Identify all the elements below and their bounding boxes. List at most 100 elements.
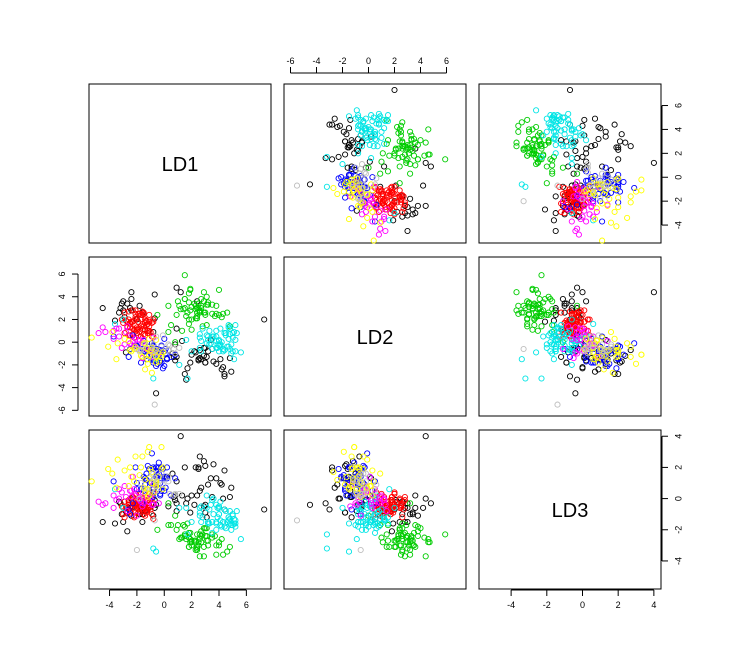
- data-point: [371, 213, 379, 220]
- data-point: [414, 202, 421, 209]
- data-point: [565, 323, 572, 330]
- data-point: [565, 116, 572, 123]
- data-point: [173, 325, 180, 332]
- data-point: [375, 121, 382, 128]
- data-point: [586, 190, 593, 198]
- axis-tick-label: -6: [286, 56, 294, 66]
- data-point: [137, 506, 145, 513]
- data-point: [95, 330, 102, 337]
- data-point: [378, 520, 385, 527]
- data-point: [326, 121, 333, 128]
- data-point: [572, 184, 579, 192]
- data-point: [386, 543, 393, 550]
- data-point: [559, 295, 566, 303]
- data-point: [607, 341, 615, 348]
- data-point: [375, 208, 382, 215]
- data-point: [196, 344, 203, 351]
- data-point: [124, 300, 131, 307]
- data-point: [99, 324, 106, 331]
- data-point: [568, 310, 575, 317]
- data-point: [524, 315, 531, 322]
- data-point: [379, 190, 386, 198]
- data-point: [378, 158, 385, 165]
- data-point: [111, 486, 119, 493]
- data-point: [590, 190, 597, 198]
- data-point: [425, 126, 432, 133]
- data-point: [323, 153, 330, 160]
- data-point: [137, 316, 145, 323]
- data-point: [588, 333, 595, 340]
- data-point: [520, 198, 527, 205]
- data-point: [412, 504, 419, 511]
- data-point: [168, 522, 175, 529]
- diagonal-label-ld2: LD2: [357, 327, 394, 349]
- data-point: [399, 548, 406, 555]
- data-point: [362, 134, 369, 141]
- data-point: [335, 495, 342, 502]
- data-point: [132, 464, 139, 471]
- data-point: [213, 302, 220, 309]
- data-point: [358, 526, 366, 533]
- data-point: [173, 500, 180, 507]
- data-point: [158, 470, 165, 477]
- axis-tick-label: -2: [133, 600, 141, 610]
- data-point: [650, 159, 657, 166]
- data-point: [215, 286, 223, 293]
- data-point: [144, 327, 151, 334]
- data-point: [157, 490, 164, 497]
- data-point: [381, 216, 388, 223]
- data-point: [399, 520, 406, 527]
- data-point: [343, 473, 350, 480]
- data-point: [370, 522, 377, 529]
- data-point: [599, 200, 606, 207]
- data-point: [202, 311, 209, 318]
- data-point: [209, 497, 216, 504]
- data-point: [199, 514, 206, 521]
- data-point: [139, 518, 146, 526]
- data-point: [144, 493, 151, 501]
- data-point: [515, 122, 522, 129]
- data-point: [425, 536, 432, 543]
- data-point: [442, 531, 449, 538]
- data-point: [196, 536, 203, 543]
- data-point: [615, 204, 622, 211]
- data-point: [172, 357, 179, 364]
- data-point: [209, 301, 216, 308]
- data-point: [570, 310, 577, 317]
- data-point: [128, 289, 135, 296]
- data-point: [233, 508, 240, 515]
- data-point: [426, 539, 433, 546]
- data-point: [410, 529, 418, 536]
- data-point: [128, 295, 135, 303]
- data-point: [109, 328, 116, 336]
- data-point: [394, 123, 401, 131]
- data-point: [202, 532, 209, 540]
- data-point: [540, 307, 547, 314]
- data-point: [144, 360, 151, 367]
- data-point: [599, 170, 606, 177]
- axis-tick-label: 6: [244, 600, 249, 610]
- data-point: [136, 495, 143, 502]
- data-point: [577, 325, 584, 332]
- data-point: [638, 351, 645, 358]
- data-point: [114, 340, 121, 347]
- data-point: [176, 536, 183, 543]
- data-point: [375, 110, 382, 117]
- data-point: [196, 331, 203, 338]
- data-point: [218, 536, 225, 543]
- data-point: [627, 343, 634, 350]
- data-point: [377, 470, 384, 477]
- data-point: [221, 523, 228, 530]
- data-point: [205, 481, 212, 488]
- data-point: [386, 152, 393, 159]
- data-point: [591, 141, 599, 149]
- data-point: [357, 492, 364, 499]
- data-point: [261, 506, 268, 513]
- data-point: [150, 352, 157, 359]
- data-point: [579, 289, 586, 296]
- data-point: [352, 500, 359, 507]
- data-point: [420, 504, 427, 511]
- data-point: [170, 492, 177, 499]
- data-point: [577, 216, 584, 223]
- data-point: [550, 217, 557, 224]
